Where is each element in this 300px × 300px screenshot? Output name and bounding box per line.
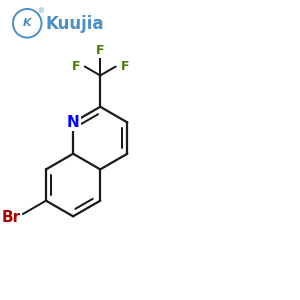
Text: K: K — [23, 18, 32, 28]
Text: Br: Br — [1, 210, 20, 225]
Text: F: F — [96, 44, 104, 57]
Text: Kuujia: Kuujia — [46, 15, 104, 33]
Text: N: N — [67, 115, 80, 130]
Text: F: F — [120, 60, 129, 73]
Text: F: F — [71, 60, 80, 73]
Text: ®: ® — [38, 8, 45, 14]
